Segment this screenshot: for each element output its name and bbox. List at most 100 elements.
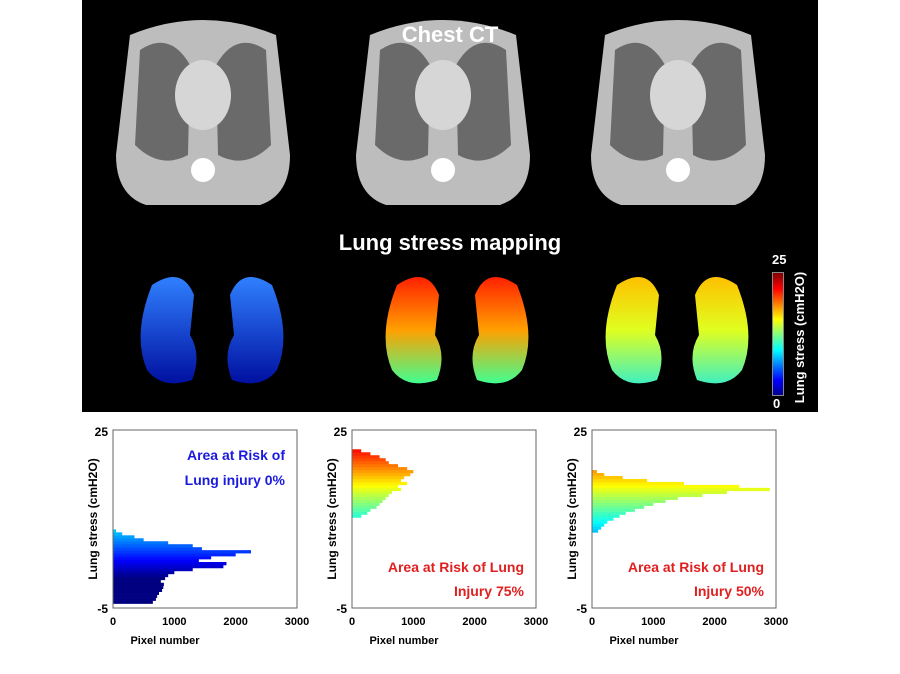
histogram-bar bbox=[592, 493, 703, 498]
colorbar-max: 25 bbox=[772, 252, 787, 267]
x-tick-label: 3000 bbox=[764, 616, 788, 628]
histogram-bar bbox=[352, 461, 389, 465]
y-tick-label: -5 bbox=[97, 602, 108, 616]
x-tick-label: 3000 bbox=[524, 616, 548, 628]
y-axis-label: Lung stress (cmH2O) bbox=[325, 458, 339, 579]
histogram-bar bbox=[352, 467, 408, 471]
stress-map-2 bbox=[385, 277, 529, 384]
histogram-bar bbox=[592, 511, 626, 515]
histogram-bar bbox=[352, 502, 380, 506]
colorbar-label: Lung stress (cmH2O) bbox=[792, 271, 808, 404]
histogram-bar bbox=[113, 535, 135, 539]
x-axis-label: Pixel number bbox=[130, 635, 200, 647]
histogram-bar bbox=[592, 475, 623, 480]
histogram-bar bbox=[592, 508, 635, 512]
colorbar-min: 0 bbox=[773, 396, 781, 411]
x-tick-label: 0 bbox=[110, 616, 116, 628]
histogram-bar bbox=[352, 487, 402, 492]
histogram-bar bbox=[352, 484, 398, 489]
histogram-bar bbox=[113, 576, 166, 581]
plot-frame bbox=[351, 429, 537, 609]
histogram-bar bbox=[113, 600, 153, 604]
y-tick-label: 25 bbox=[334, 425, 348, 439]
histogram-chart-2: 0 1000 2000 3000 25 -5 Pixel number Lung stress… bbox=[325, 425, 548, 647]
histogram-bar bbox=[113, 559, 199, 563]
y-axis-label: Lung stress (cmH2O) bbox=[565, 458, 579, 579]
histogram-bar bbox=[113, 579, 161, 584]
histogram-chart-1: 0 1000 2000 3000 25 -5 Pixel number Lung stress… bbox=[86, 425, 309, 647]
histogram-bar bbox=[592, 529, 599, 533]
colorbar bbox=[772, 272, 784, 396]
histogram-bar bbox=[352, 478, 402, 483]
risk-annotation: Injury 75% bbox=[454, 583, 525, 599]
plot-frame bbox=[112, 429, 298, 609]
stress-map-3 bbox=[605, 277, 749, 384]
histogram-bar bbox=[113, 573, 169, 578]
histogram-bar bbox=[113, 570, 175, 575]
histogram-bar bbox=[352, 470, 414, 474]
histogram-bar bbox=[113, 544, 193, 548]
x-axis-label: Pixel number bbox=[609, 635, 679, 647]
risk-annotation: Injury 50% bbox=[694, 583, 765, 599]
histogram-bar bbox=[113, 547, 202, 551]
histogram-bar bbox=[592, 473, 605, 477]
histogram-bar bbox=[592, 490, 727, 495]
histogram-bar bbox=[352, 449, 362, 453]
histogram-bar bbox=[592, 499, 666, 503]
histogram-bar bbox=[352, 511, 368, 515]
title-lung-stress-mapping: Lung stress mapping bbox=[338, 230, 562, 255]
histogram-bar bbox=[113, 597, 156, 601]
histogram-bar bbox=[592, 514, 620, 518]
y-tick-label: 25 bbox=[574, 425, 588, 439]
histogram-bar bbox=[592, 523, 605, 527]
histogram-bar bbox=[113, 582, 164, 587]
histogram-bar bbox=[352, 475, 405, 480]
histogram-chart-3: 0 1000 2000 3000 25 -5 Pixel number Lung stress… bbox=[565, 425, 788, 647]
histogram-bar bbox=[113, 594, 158, 598]
histogram-bar bbox=[592, 526, 602, 530]
histogram-bar bbox=[352, 473, 411, 477]
histogram-bar bbox=[352, 458, 386, 462]
y-tick-label: -5 bbox=[576, 602, 587, 616]
y-axis-label: Lung stress (cmH2O) bbox=[86, 458, 100, 579]
histogram-bar bbox=[352, 499, 383, 503]
histogram-bar bbox=[352, 505, 377, 509]
histogram-bar bbox=[592, 481, 684, 486]
histogram-bar bbox=[592, 484, 740, 489]
histogram-bar bbox=[113, 532, 123, 536]
x-tick-label: 2000 bbox=[702, 616, 726, 628]
histogram-bar bbox=[113, 588, 163, 592]
histogram-bar bbox=[113, 541, 169, 545]
histogram-bar bbox=[352, 481, 408, 486]
histogram-bar bbox=[113, 529, 117, 533]
histogram-bar bbox=[592, 502, 654, 506]
histogram-bar bbox=[113, 550, 251, 554]
histogram-bar bbox=[592, 470, 597, 474]
histogram-bar bbox=[352, 455, 380, 459]
y-tick-label: 25 bbox=[95, 425, 109, 439]
histogram-bar bbox=[113, 562, 227, 566]
histogram-bar bbox=[113, 591, 159, 595]
x-tick-label: 0 bbox=[589, 616, 595, 628]
histogram-bar bbox=[352, 452, 371, 456]
histogram-bar bbox=[592, 517, 614, 521]
plot-frame bbox=[591, 429, 777, 609]
histogram-bar bbox=[592, 487, 770, 492]
histogram-bar bbox=[113, 564, 224, 569]
histogram-bar bbox=[352, 493, 389, 498]
x-tick-label: 0 bbox=[349, 616, 355, 628]
risk-annotation: Area at Risk of Lung bbox=[628, 559, 764, 575]
x-tick-label: 3000 bbox=[285, 616, 309, 628]
histogram-bar bbox=[592, 505, 645, 509]
histogram-bar bbox=[352, 464, 398, 468]
histogram-bar bbox=[352, 508, 371, 512]
x-tick-label: 2000 bbox=[223, 616, 247, 628]
histogram-bar bbox=[113, 538, 144, 542]
histogram-bar bbox=[113, 567, 193, 572]
histogram-bar bbox=[113, 553, 236, 557]
y-tick-label: -5 bbox=[336, 602, 347, 616]
x-tick-label: 1000 bbox=[401, 616, 425, 628]
histogram-bar bbox=[113, 585, 164, 590]
x-tick-label: 1000 bbox=[162, 616, 186, 628]
risk-annotation: Area at Risk of bbox=[187, 447, 285, 463]
